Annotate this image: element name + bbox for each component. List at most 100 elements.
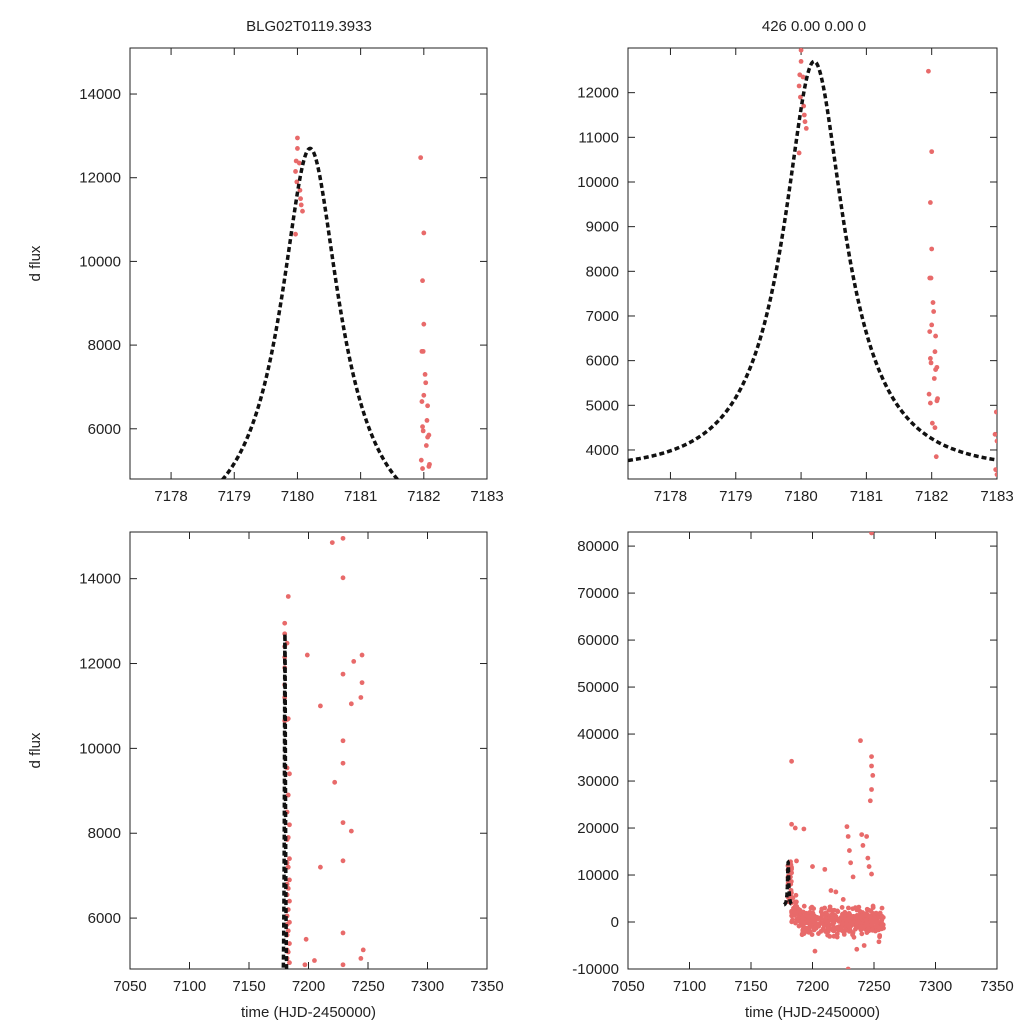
plot-frame [627, 47, 998, 480]
data-point [287, 941, 292, 946]
data-point [993, 409, 997, 415]
data-point [846, 928, 852, 934]
data-point [932, 349, 938, 355]
data-point [796, 150, 802, 156]
data-point [791, 905, 796, 911]
data-point [802, 119, 808, 125]
y-tick-label: 40000 [577, 726, 619, 743]
data-point [845, 911, 851, 917]
data-point [859, 931, 865, 937]
data-point [931, 376, 937, 381]
data-point [287, 898, 292, 904]
x-tick-label: 7250 [351, 978, 384, 995]
x-tick-label: 7182 [407, 488, 440, 505]
data-point [304, 652, 310, 658]
data-point [340, 820, 346, 826]
data-point [332, 779, 338, 785]
data-point [318, 703, 323, 709]
data-point [867, 798, 873, 804]
data-point [792, 825, 798, 831]
data-point [845, 834, 851, 839]
data-point [348, 701, 354, 707]
data-point [994, 438, 997, 444]
y-tick-label: 14000 [79, 571, 121, 588]
data-point [854, 946, 860, 952]
plot-area [782, 532, 886, 969]
data-point [297, 187, 303, 193]
data-point [340, 930, 346, 936]
data-point [318, 864, 323, 870]
data-point [844, 824, 850, 830]
data-point [823, 912, 829, 918]
data-point [869, 871, 874, 877]
data-point [854, 920, 860, 925]
y-tick-label: 6000 [88, 910, 121, 927]
data-point [420, 278, 425, 284]
data-point [854, 913, 860, 918]
data-point [850, 874, 856, 880]
y-tick-label: 70000 [577, 585, 619, 602]
y-axis-label: d flux [27, 732, 44, 768]
data-point [927, 329, 933, 335]
data-point [287, 919, 292, 925]
y-tick-label: 80000 [577, 538, 619, 555]
plot-area [220, 135, 432, 479]
data-point [296, 160, 302, 166]
y-tick-label: 10000 [577, 867, 619, 884]
x-tick-label: 7183 [980, 488, 1013, 505]
data-point [879, 905, 885, 911]
data-point [848, 860, 854, 866]
data-point [359, 652, 365, 658]
x-tick-label: 7100 [673, 978, 706, 995]
data-point [285, 716, 291, 722]
data-point [294, 179, 300, 185]
x-tick-label: 7250 [857, 978, 890, 995]
plot-frame [129, 531, 488, 970]
data-point [992, 431, 997, 437]
data-point [811, 925, 817, 931]
data-point [865, 855, 871, 861]
data-point [426, 432, 432, 438]
data-point [810, 864, 815, 869]
data-point [827, 926, 833, 931]
y-tick-label: 5000 [586, 397, 619, 414]
data-point [819, 912, 825, 918]
data-point [861, 943, 867, 948]
plot-area [628, 48, 997, 477]
data-point [870, 927, 875, 933]
data-point [926, 68, 931, 74]
data-point [840, 897, 846, 902]
x-tick-label: 7050 [113, 978, 146, 995]
data-point [857, 908, 863, 914]
data-point [351, 659, 357, 664]
data-point [869, 787, 874, 792]
data-point [425, 403, 431, 409]
data-point [931, 309, 937, 314]
data-point [801, 903, 807, 909]
data-point [420, 428, 426, 434]
data-point [329, 540, 335, 546]
data-point [805, 918, 811, 923]
data-point [858, 924, 863, 930]
data-point [358, 695, 364, 700]
x-tick-label: 7181 [850, 488, 883, 505]
data-point [801, 112, 807, 118]
data-point [869, 754, 874, 760]
data-point [876, 927, 881, 933]
panel-top-left: 7178 7179 7180 7181 7182 7183 6000 8000 10000 120… [27, 47, 504, 505]
data-point [929, 149, 935, 155]
y-tick-label: 12000 [79, 656, 121, 673]
data-point [426, 464, 432, 469]
data-point [298, 202, 304, 208]
data-point [800, 74, 806, 80]
x-tick-label: 7180 [281, 488, 314, 505]
data-point [298, 196, 304, 202]
data-point [801, 103, 807, 109]
data-point [798, 58, 804, 64]
x-tick-label: 7300 [919, 978, 952, 995]
y-tick-label: 8000 [88, 337, 121, 354]
y-tick-label: 12000 [577, 85, 619, 102]
data-point [287, 771, 292, 777]
y-tick-label: 20000 [577, 820, 619, 837]
